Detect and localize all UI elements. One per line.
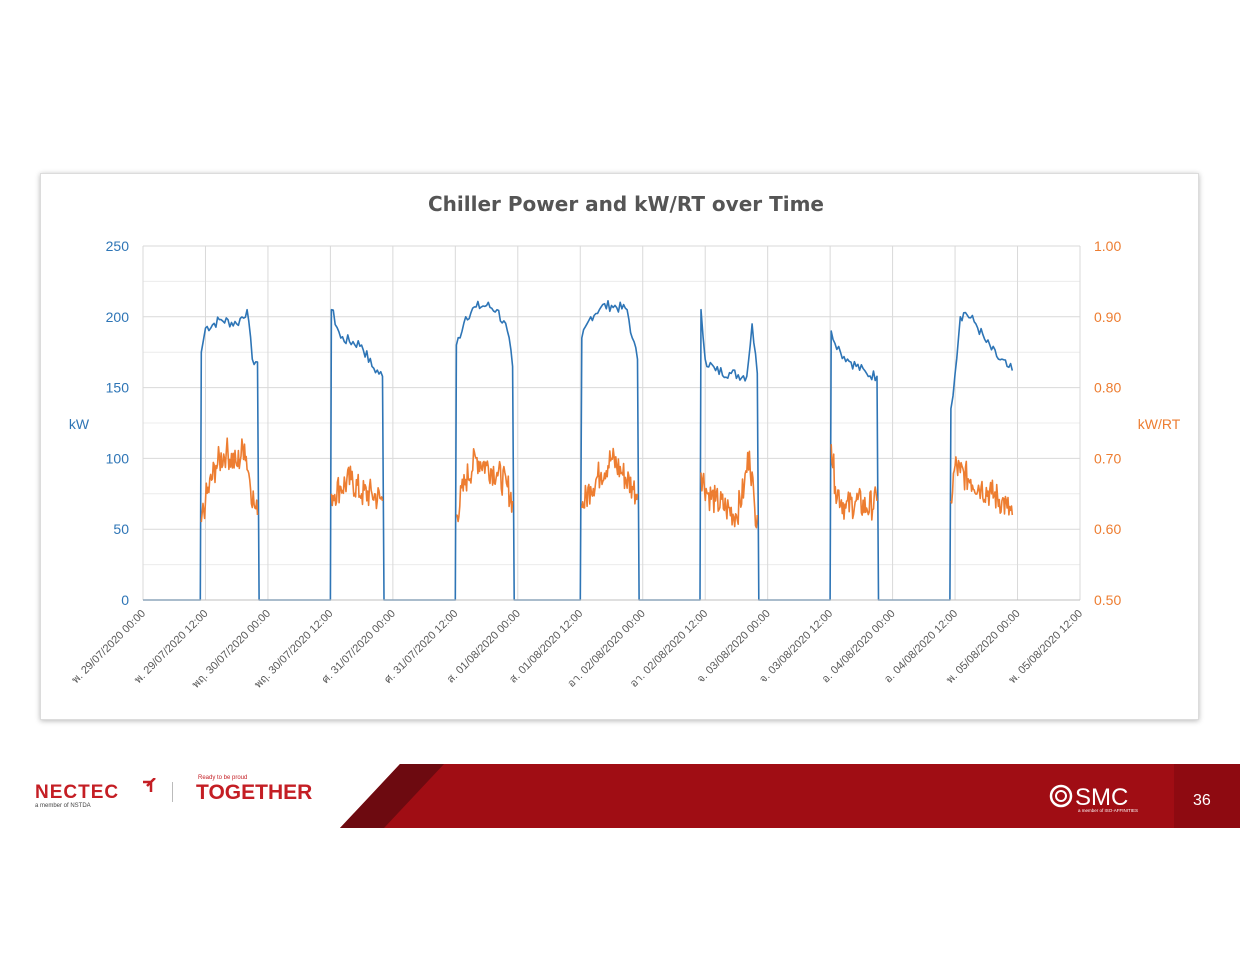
smc-inner-circle-icon <box>1055 790 1067 802</box>
footer-red-shape <box>340 764 1240 828</box>
y-tick-label-right: 0.70 <box>1094 450 1121 466</box>
y-tick-label-left: 0 <box>121 592 129 608</box>
y-tick-label-left: 250 <box>106 238 130 254</box>
nectec-logo-text: NECTEC <box>35 782 119 803</box>
kw-series-line <box>143 300 1014 601</box>
y-tick-label-left: 150 <box>106 380 130 396</box>
smc-logo: SMC a member of ISO-AFFINITIES <box>1048 781 1158 817</box>
grid-layer <box>142 245 1081 601</box>
together-logo: Ready to be proud TOGETHER <box>196 772 336 810</box>
y-tick-label-right: 0.90 <box>1094 309 1121 325</box>
y-tick-label-left: 50 <box>113 521 129 537</box>
logo-separator <box>172 782 173 802</box>
chart-canvas: Chiller Power and kW/RT over Time 0 0.50 5… <box>69 192 1181 691</box>
y-tick-label-right: 1.00 <box>1094 238 1121 254</box>
smc-circle-icon <box>1049 784 1073 808</box>
y-tick-label-right: 0.80 <box>1094 380 1121 396</box>
together-wordmark: TOGETHER <box>196 781 312 804</box>
y-tick-label-left: 200 <box>106 309 130 325</box>
nectec-subtitle: a member of NSTDA <box>35 803 91 809</box>
chart-title: Chiller Power and kW/RT over Time <box>428 192 824 216</box>
y-tick-label-right: 0.60 <box>1094 521 1121 537</box>
footer-page-box <box>1174 764 1240 828</box>
smc-wordmark: SMC <box>1075 784 1128 811</box>
footer-dark-stripe <box>340 764 444 828</box>
y-axis-right-label: kW/RT <box>1138 416 1181 432</box>
nectec-logo: NECTEC a member of NSTDA <box>35 777 160 814</box>
smc-subtitle: a member of ISO-AFFINITIES <box>1078 808 1138 813</box>
y-tick-label-right: 0.50 <box>1094 592 1121 608</box>
y-tick-label-left: 100 <box>106 450 130 466</box>
together-tagline: Ready to be proud <box>198 775 247 781</box>
chart-panel: Chiller Power and kW/RT over Time 0 0.50 5… <box>40 173 1199 720</box>
page-number: 36 <box>1193 792 1211 809</box>
kwrt-series-line <box>200 437 1014 529</box>
footer-band <box>340 764 1240 828</box>
nectec-swoosh-icon <box>143 777 156 792</box>
y-axis-left-label: kW <box>69 416 90 432</box>
series-layer <box>143 300 1014 601</box>
